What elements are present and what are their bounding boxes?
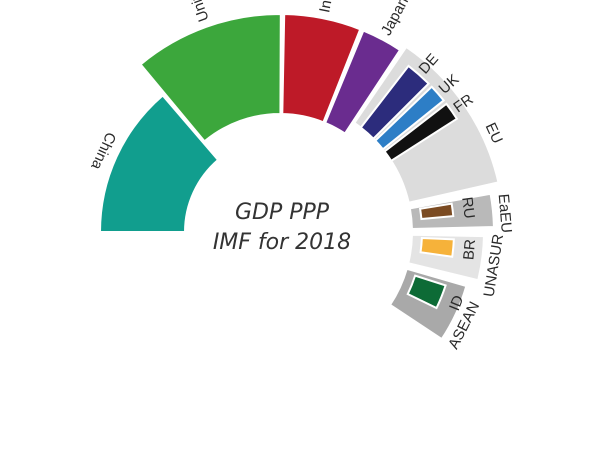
slice-japan — [323, 29, 402, 135]
label-united-states: United States — [166, 0, 212, 24]
slice-id — [406, 274, 447, 310]
slice-fr — [383, 102, 459, 163]
slice-china — [98, 94, 220, 233]
chart-title-line2: IMF for 2018 — [213, 230, 351, 255]
label-br: BR — [460, 238, 479, 260]
slice-united-states — [139, 12, 282, 143]
chart-title-line1: GDP PPP — [235, 200, 330, 225]
slice-india — [281, 13, 362, 124]
label-japan: Japan — [378, 0, 412, 38]
label-india: India — [316, 0, 339, 14]
slice-de — [359, 64, 430, 141]
label-eaeu: EaEU — [495, 193, 515, 233]
slice-ru — [418, 202, 455, 221]
slice-uk — [373, 85, 446, 151]
slices-layer — [98, 12, 500, 341]
label-ru: RU — [458, 196, 478, 220]
label-id: ID — [446, 293, 467, 313]
slice-br — [419, 236, 455, 258]
